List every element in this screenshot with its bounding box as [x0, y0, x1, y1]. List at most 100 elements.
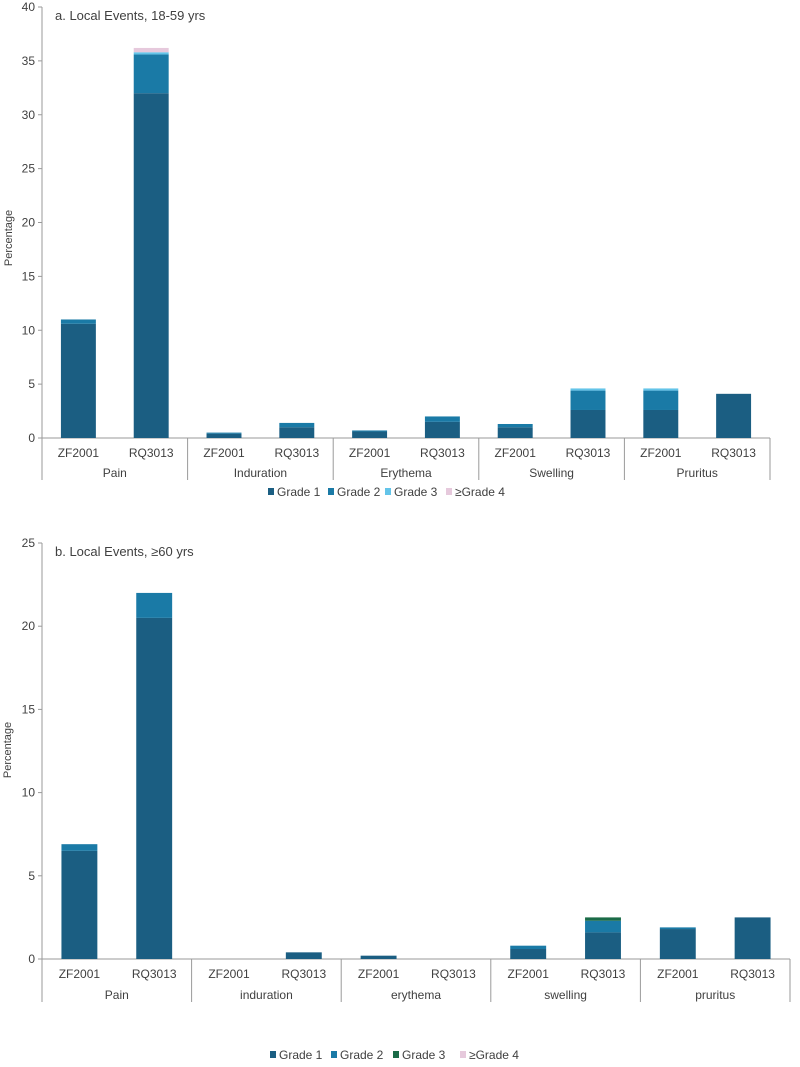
x-category-label: RQ3013: [566, 446, 611, 460]
bar-segment-grade-2: [497, 423, 533, 428]
bar-segment-grade-2: [659, 927, 696, 930]
bar-segment-grade-1: [585, 932, 621, 959]
bar-segment-grade-1: [360, 955, 397, 959]
bar-segment-grade-1: [136, 617, 173, 959]
y-tick-label: 15: [22, 269, 36, 283]
x-category-label: ZF2001: [358, 967, 400, 981]
x-category-label: RQ3013: [129, 446, 174, 460]
bar-segment-grade-2: [570, 390, 606, 410]
x-category-label: RQ3013: [274, 446, 319, 460]
bar-segment-grade-1: [133, 93, 169, 438]
legend-label-3: Grade 3: [402, 1048, 446, 1062]
y-tick-label: 10: [22, 323, 36, 337]
bar-segment-grade-1: [570, 409, 606, 438]
x-category-label: ZF2001: [640, 446, 682, 460]
bar-segment-grade-3: [643, 388, 679, 391]
x-category-label: RQ3013: [420, 446, 465, 460]
legend-label-4: ≥Grade 4: [455, 485, 505, 499]
bar-segment-grade-1: [643, 409, 679, 438]
chart-b-title: b. Local Events, ≥60 yrs: [55, 544, 194, 559]
legend-swatch-1: [268, 488, 274, 495]
group-label: Swelling: [529, 466, 574, 480]
bar-segment-grade-1: [734, 917, 771, 959]
bar-segment-grade-1: [285, 952, 322, 959]
bar-segment-grade-1: [60, 323, 96, 438]
bar-segment-grade-1: [206, 433, 242, 438]
bar-segment-grade-2: [61, 844, 98, 851]
bar-segment-grade-2: [352, 430, 388, 432]
legend-swatch-3: [385, 488, 391, 495]
bar-segment-grade-2: [206, 432, 242, 434]
y-tick-label: 20: [22, 619, 36, 633]
bar-segment-grade-1: [279, 427, 315, 438]
bar-segment-grade-3: [133, 52, 169, 55]
bar-segment-grade-2: [279, 422, 315, 428]
y-tick-label: 20: [22, 216, 36, 230]
x-category-label: ZF2001: [349, 446, 391, 460]
bar-segment-grade-2: [585, 920, 621, 933]
bar-segment-grade-2: [643, 390, 679, 410]
bar-segment-grade-3: [585, 917, 621, 921]
chart-panel-a: a. Local Events, 18-59 yrs 0 5 10 15 20 25 30 3…: [3, 0, 771, 499]
legend-label-1: Grade 1: [279, 1048, 323, 1062]
y-tick-label: 35: [22, 54, 36, 68]
y-tick-label: 15: [22, 702, 36, 716]
x-category-label: ZF2001: [59, 967, 101, 981]
legend-label-4: ≥Grade 4: [469, 1048, 519, 1062]
y-tick-label: 25: [22, 162, 36, 176]
y-tick-label: 30: [22, 108, 36, 122]
legend-label-2: Grade 2: [340, 1048, 384, 1062]
x-category-label: ZF2001: [495, 446, 537, 460]
chart-panel-b: b. Local Events, ≥60 yrs 0 5 10 15 20 25 Perce…: [2, 536, 791, 1062]
bar-segment-grade-1: [497, 427, 533, 438]
bar-segment-grade-1: [659, 929, 696, 959]
group-label: Erythema: [380, 466, 432, 480]
x-category-label: ZF2001: [203, 446, 245, 460]
bar-segment-grade-2: [136, 592, 173, 618]
bar-segment-grade-2: [60, 319, 96, 324]
legend-label-1: Grade 1: [277, 485, 321, 499]
legend-label-2: Grade 2: [337, 485, 381, 499]
legend-swatch-2: [331, 1051, 337, 1058]
legend-swatch-4: [460, 1051, 466, 1058]
bar-segment-grade-1: [61, 850, 98, 959]
y-tick-label: 40: [22, 0, 36, 14]
legend-swatch-3: [393, 1051, 399, 1058]
bar-segment-grade-2: [510, 945, 547, 950]
x-category-label: RQ3013: [281, 967, 326, 981]
legend-swatch-4: [446, 488, 452, 495]
group-label: swelling: [544, 988, 587, 1002]
group-label: Pain: [103, 466, 127, 480]
group-label: pruritus: [695, 988, 735, 1002]
y-tick-label: 0: [28, 431, 35, 445]
x-category-label: RQ3013: [431, 967, 476, 981]
legend-swatch-1: [270, 1051, 276, 1058]
x-category-label: RQ3013: [711, 446, 756, 460]
x-category-label: RQ3013: [132, 967, 177, 981]
x-category-label: RQ3013: [730, 967, 775, 981]
group-label: erythema: [391, 988, 441, 1002]
legend-label-3: Grade 3: [394, 485, 438, 499]
y-axis-title: Percentage: [2, 722, 14, 778]
y-tick-label: 10: [22, 786, 36, 800]
y-tick-label: 5: [28, 869, 35, 883]
bar-segment-grade-1: [510, 949, 547, 959]
y-tick-label: 0: [28, 952, 35, 966]
x-category-label: RQ3013: [581, 967, 626, 981]
bar-segment-grade-1: [716, 393, 752, 438]
y-tick-label: 5: [28, 377, 35, 391]
bar-segment-grade-1: [424, 421, 460, 438]
x-category-label: ZF2001: [208, 967, 250, 981]
group-label: induration: [240, 988, 293, 1002]
bar-segment-grade-2: [133, 54, 169, 94]
legend-swatch-2: [328, 488, 334, 495]
y-tick-label: 25: [22, 536, 36, 550]
bar-segment-grade-4: [133, 47, 169, 53]
group-label: Induration: [234, 466, 287, 480]
group-label: Pruritus: [677, 466, 718, 480]
bar-segment-grade-3: [570, 388, 606, 391]
bar-segment-grade-1: [352, 431, 388, 438]
bar-segment-grade-2: [424, 416, 460, 422]
x-category-label: ZF2001: [508, 967, 550, 981]
